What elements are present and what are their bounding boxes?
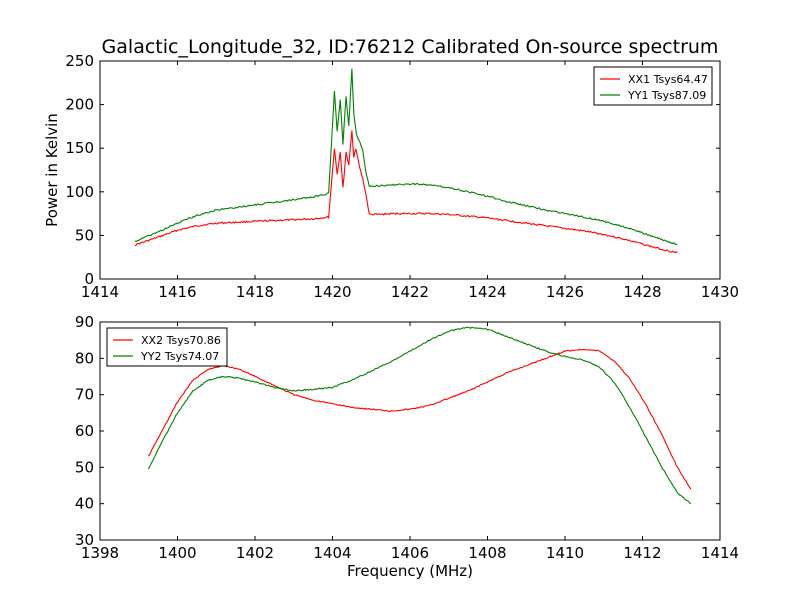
chart2-series-2-line <box>147 326 692 505</box>
chart2-ytick-label: 80 <box>75 349 94 367</box>
chart2-xtick-label: 1406 <box>391 544 429 562</box>
chart1-xtick-label: 1428 <box>623 283 661 301</box>
chart2-xtick-label: 1412 <box>623 544 661 562</box>
chart2-ytick-label: 60 <box>75 422 94 440</box>
chart1-legend: XX1 Tsys64.47 YY1 Tsys87.09 <box>593 66 713 106</box>
figure-title: Galactic_Longitude_32, ID:76212 Calibrat… <box>102 36 719 58</box>
chart2-legend-label-1: XX2 Tsys70.86 <box>141 334 221 347</box>
chart1-legend-label-2: YY1 Tsys87.09 <box>627 89 706 102</box>
chart2-ytick-label: 70 <box>75 386 94 404</box>
chart1-ylabel: Power in Kelvin <box>43 113 61 227</box>
chart2-legend: XX2 Tsys70.86 YY2 Tsys74.07 <box>106 327 228 367</box>
chart2-ytick-label: 50 <box>75 458 94 476</box>
chart1-ytick-label: 50 <box>75 226 94 244</box>
chart1-legend-box <box>593 66 713 106</box>
chart1-xtick-label: 1418 <box>236 283 274 301</box>
chart2-legend-label-2: YY2 Tsys74.07 <box>140 350 219 363</box>
chart2-ytick-label: 30 <box>75 531 94 549</box>
chart2-ytick-label: 40 <box>75 495 94 513</box>
chart1-legend-label-1: XX1 Tsys64.47 <box>628 73 708 86</box>
chart2-xlabel: Frequency (MHz) <box>347 562 473 580</box>
chart2-xtick-label: 1400 <box>158 544 196 562</box>
chart2-xtick-label: 1414 <box>701 544 739 562</box>
chart1-xtick-label: 1420 <box>313 283 351 301</box>
chart2-series-1-line <box>148 348 692 490</box>
chart2-xtick-label: 1410 <box>546 544 584 562</box>
chart1-axes: 1414 1416 1418 1420 1422 1424 1426 1428 1430 0 50 1… <box>43 52 739 301</box>
chart2-xtick-label: 1404 <box>313 544 351 562</box>
chart2-xtick-label: 1408 <box>468 544 506 562</box>
chart1-xtick-label: 1416 <box>158 283 196 301</box>
chart1-xtick-label: 1430 <box>701 283 739 301</box>
chart2-legend-box <box>106 327 228 367</box>
chart2-xtick-label: 1402 <box>236 544 274 562</box>
chart1-ytick-label: 150 <box>65 139 94 157</box>
chart2-xtick-label: 1398 <box>81 544 119 562</box>
chart2-ytick-label: 90 <box>75 313 94 331</box>
chart2-axes: 1398 1400 1402 1404 1406 1408 1410 1412 1414 30 40… <box>75 313 739 580</box>
chart1-xtick-label: 1414 <box>81 283 119 301</box>
chart1-series-2-line <box>134 68 678 246</box>
chart1-xtick-label: 1426 <box>546 283 584 301</box>
chart1-xtick-label: 1424 <box>468 283 506 301</box>
chart1-ytick-label: 0 <box>84 270 94 288</box>
chart1-ytick-label: 100 <box>65 183 94 201</box>
chart1-xtick-label: 1422 <box>391 283 429 301</box>
chart1-ytick-label: 200 <box>65 96 94 114</box>
chart1-ytick-label: 250 <box>65 52 94 70</box>
chart1-series-1-line <box>134 130 678 254</box>
